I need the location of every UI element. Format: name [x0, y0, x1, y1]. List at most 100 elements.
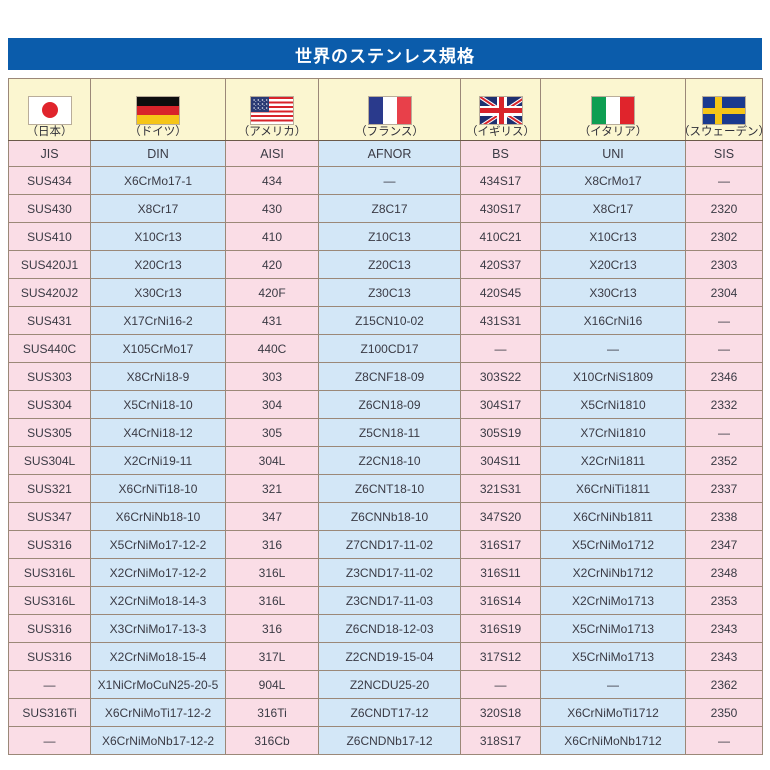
table-row: SUS321 X6CrNiTi18-10 321 Z6CNT18-10 321S31 X6… — [8, 474, 763, 503]
cell-afnor: Z2CN18-10 — [318, 446, 461, 475]
cell-din: X6CrNiMoNb17-12-2 — [90, 726, 226, 755]
standards-table-wrapper: （日本） （ドイツ） （アメリカ） （フランス） （イギリス） （イタリア） （スウェーデン… — [8, 78, 763, 755]
cell-jis: SUS420J1 — [8, 250, 91, 279]
cell-sis: 2320 — [685, 194, 763, 223]
table-row: SUS440C X105CrMo17 440C Z100CD17— — — — [8, 334, 763, 363]
cell-din: X6CrNiMoTi17-12-2 — [90, 698, 226, 727]
cell-jis: SUS316 — [8, 642, 91, 671]
cell-aisi: 904L — [225, 670, 319, 699]
flag-header-cell-bs: （イギリス） — [460, 78, 541, 141]
cell-uni: X5CrNiMo1713 — [540, 614, 686, 643]
cell-uni: X2CrNiNb1712 — [540, 558, 686, 587]
cell-jis: SUS316 — [8, 530, 91, 559]
table-row: — X1NiCrMoCuN25-20-5 904L Z2NCDU25-20— —2362 — [8, 670, 763, 699]
flag-country-group: （ドイツ） — [92, 82, 224, 138]
cell-din: X5CrNiMo17-12-2 — [90, 530, 226, 559]
cell-sis: — — [685, 418, 763, 447]
cell-sis: 2343 — [685, 642, 763, 671]
us-flag-icon — [250, 95, 294, 125]
cell-aisi: 316Ti — [225, 698, 319, 727]
country-name-label: （フランス） — [355, 125, 424, 138]
cell-jis: SUS440C — [8, 334, 91, 363]
cell-jis: SUS303 — [8, 362, 91, 391]
table-row: SUS420J2 X30Cr13 420F Z30C13 420S45 X30Cr13 23… — [8, 278, 763, 307]
table-row: SUS410 X10Cr13 410 Z10C13 410C21 X10Cr13 2302 — [8, 222, 763, 251]
cell-aisi: 304L — [225, 446, 319, 475]
fr-flag-icon — [367, 95, 412, 125]
cell-din: X8CrNi18-9 — [90, 362, 226, 391]
cell-uni: X7CrNi1810 — [540, 418, 686, 447]
cell-uni: — — [540, 670, 686, 699]
cell-bs: 430S17 — [460, 194, 541, 223]
cell-aisi: 304 — [225, 390, 319, 419]
standard-header-din: DIN — [90, 140, 226, 167]
cell-sis: 2348 — [685, 558, 763, 587]
flag-header-cell-din: （ドイツ） — [90, 78, 226, 141]
cell-din: X6CrMo17-1 — [90, 166, 226, 195]
cell-uni: X30Cr13 — [540, 278, 686, 307]
cell-uni: X20Cr13 — [540, 250, 686, 279]
cell-afnor: Z6CNT18-10 — [318, 474, 461, 503]
cell-sis: 2346 — [685, 362, 763, 391]
flag-country-group: （スウェーデン） — [687, 82, 762, 138]
cell-afnor: Z5CN18-11 — [318, 418, 461, 447]
cell-uni: X8CrMo17 — [540, 166, 686, 195]
cell-afnor: Z10C13 — [318, 222, 461, 251]
cell-bs: — — [460, 334, 541, 363]
standard-header-aisi: AISI — [225, 140, 319, 167]
cell-jis: SUS316Ti — [8, 698, 91, 727]
cell-aisi: 316L — [225, 558, 319, 587]
standard-name-row: JIS DIN AISI AFNOR BS UNI SIS — [8, 140, 763, 167]
cell-din: X17CrNi16-2 — [90, 306, 226, 335]
cell-sis: 2332 — [685, 390, 763, 419]
cell-uni: X2CrNiMo1713 — [540, 586, 686, 615]
cell-afnor: Z100CD17 — [318, 334, 461, 363]
cell-afnor: Z6CN18-09 — [318, 390, 461, 419]
cell-din: X2CrNiMo18-15-4 — [90, 642, 226, 671]
cell-aisi: 317L — [225, 642, 319, 671]
country-name-label: （イタリア） — [578, 125, 648, 138]
cell-aisi: 303 — [225, 362, 319, 391]
cell-uni: X6CrNiMoTi1712 — [540, 698, 686, 727]
cell-uni: X6CrNiTi1811 — [540, 474, 686, 503]
cell-aisi: 420 — [225, 250, 319, 279]
cell-sis: 2337 — [685, 474, 763, 503]
cell-uni: X6CrNiNb1811 — [540, 502, 686, 531]
it-flag-icon — [591, 95, 635, 125]
cell-afnor: Z6CNDT17-12 — [318, 698, 461, 727]
cell-jis: — — [8, 726, 91, 755]
cell-jis: SUS321 — [8, 474, 91, 503]
table-row: SUS316Ti X6CrNiMoTi17-12-2 316Ti Z6CNDT17-1… — [8, 698, 763, 727]
jp-flag-icon — [27, 95, 72, 125]
flag-header-cell-sis: （スウェーデン） — [685, 78, 763, 141]
cell-uni: X10Cr13 — [540, 222, 686, 251]
cell-afnor: Z20C13 — [318, 250, 461, 279]
cell-aisi: 316L — [225, 586, 319, 615]
standard-header-uni: UNI — [540, 140, 686, 167]
table-row: — X6CrNiMoNb17-12-2 316Cb Z6CNDNb17-12 318S1… — [8, 726, 763, 755]
cell-afnor: Z30C13 — [318, 278, 461, 307]
cell-jis: SUS430 — [8, 194, 91, 223]
table-row: SUS347 X6CrNiNb18-10 347 Z6CNNb18-10 347S20 X… — [8, 502, 763, 531]
cell-bs: 320S18 — [460, 698, 541, 727]
flag-header-cell-afnor: （フランス） — [318, 78, 461, 141]
cell-bs: 410C21 — [460, 222, 541, 251]
cell-jis: SUS304L — [8, 446, 91, 475]
cell-sis: 2304 — [685, 278, 763, 307]
cell-din: X30Cr13 — [90, 278, 226, 307]
table-row: SUS420J1 X20Cr13 420 Z20C13 420S37 X20Cr13 230… — [8, 250, 763, 279]
cell-uni: X5CrNiMo1712 — [540, 530, 686, 559]
table-row: SUS304 X5CrNi18-10 304 Z6CN18-09 304S17 X5CrN… — [8, 390, 763, 419]
cell-sis: — — [685, 334, 763, 363]
cell-afnor: Z2NCDU25-20 — [318, 670, 461, 699]
standards-table-body: SUS434 X6CrMo17-1 434—434S17 X8CrMo17— SUS43… — [8, 166, 763, 755]
cell-din: X6CrNiNb18-10 — [90, 502, 226, 531]
table-row: SUS431 X17CrNi16-2 431 Z15CN10-02 431S31 X16C… — [8, 306, 763, 335]
cell-bs: 316S11 — [460, 558, 541, 587]
cell-jis: SUS316 — [8, 614, 91, 643]
cell-aisi: 420F — [225, 278, 319, 307]
table-row: SUS430 X8Cr17 430 Z8C17 430S17 X8Cr17 2320 — [8, 194, 763, 223]
cell-din: X1NiCrMoCuN25-20-5 — [90, 670, 226, 699]
cell-bs: 431S31 — [460, 306, 541, 335]
cell-afnor: Z15CN10-02 — [318, 306, 461, 335]
